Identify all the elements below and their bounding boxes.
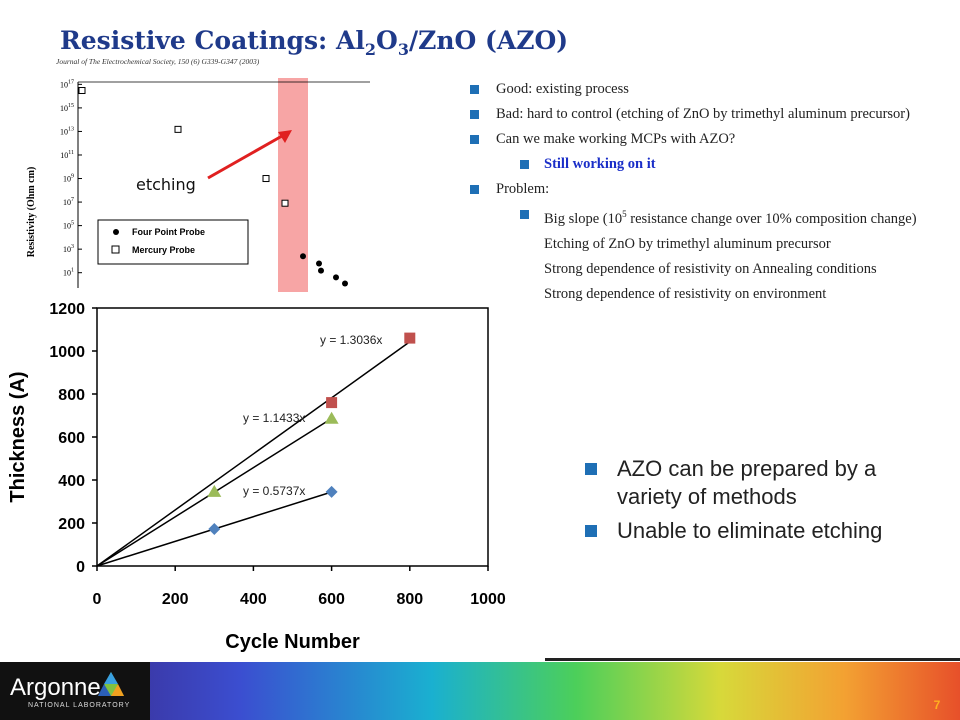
bullet-text: Big slope (105 resistance change over 10…	[544, 209, 917, 227]
resistivity-chart: Journal of The Electrochemical Society, …	[26, 57, 370, 292]
chart-legend: Four Point Probe Mercury Probe	[97, 219, 249, 265]
y-tick-label: 1015	[60, 103, 74, 113]
y-tick-label: 1011	[60, 150, 74, 160]
data-point-four-point	[342, 280, 348, 287]
x-tick-label: 0	[93, 591, 102, 608]
chart-header: Journal of The Electrochemical Society, …	[56, 57, 260, 66]
y-tick-label: 200	[58, 516, 85, 533]
bullet-item: Problem:	[470, 180, 940, 199]
bullet-item: Big slope (105 resistance change over 10…	[520, 205, 940, 229]
legend-label: Four Point Probe	[132, 227, 205, 237]
y-tick-label: 107	[63, 197, 74, 207]
bullet-square-icon	[585, 463, 597, 475]
legend-box	[97, 219, 249, 265]
legend-open-square-icon	[111, 245, 120, 254]
summary-bullets: AZO can be prepared by a variety of meth…	[585, 455, 915, 551]
x-tick-label: 200	[162, 591, 189, 608]
etching-arrow	[207, 134, 283, 180]
data-point-four-point	[300, 253, 306, 260]
legend-filled-circle-icon	[113, 229, 119, 235]
bullet-item: Bad: hard to control (etching of ZnO by …	[470, 105, 940, 124]
arrow-head-icon	[278, 130, 292, 143]
data-point-diamond	[208, 523, 221, 536]
bullet-text: Etching of ZnO by trimethyl aluminum pre…	[544, 235, 831, 252]
y-tick-label: 1200	[49, 301, 85, 318]
bullet-item: Can we make working MCPs with AZO?	[470, 130, 940, 149]
bullet-text: Strong dependence of resistivity on Anne…	[544, 260, 877, 277]
bullet-item: Strong dependence of resistivity on envi…	[520, 285, 940, 304]
fit-equation-label: y = 1.1433x	[243, 411, 305, 425]
etching-annotation: etching	[136, 175, 196, 194]
logo-text: Argonne	[10, 674, 101, 701]
divider-line	[545, 658, 960, 661]
bullet-item: Good: existing process	[470, 80, 940, 99]
bullet-text: Bad: hard to control (etching of ZnO by …	[496, 106, 910, 122]
y-tick-label: 1017	[60, 79, 74, 89]
y-tick-label: 600	[58, 430, 85, 447]
bullet-square-icon	[470, 135, 479, 144]
bullet-square-icon	[520, 160, 529, 169]
summary-bullet-item: Unable to eliminate etching	[585, 517, 915, 545]
y-tick-label: 1000	[49, 344, 85, 361]
bullet-list: Good: existing process Bad: hard to contr…	[470, 80, 940, 310]
data-point-square	[326, 397, 338, 409]
bullet-item: Etching of ZnO by trimethyl aluminum pre…	[520, 235, 940, 254]
data-point-mercury	[262, 175, 270, 183]
data-point-four-point	[318, 267, 324, 274]
bullet-square-icon	[470, 185, 479, 194]
logo-area: Argonne NATIONAL LABORATORY	[0, 662, 150, 720]
y-tick-label: 400	[58, 473, 85, 490]
data-point-four-point	[333, 274, 339, 281]
data-point-mercury	[78, 87, 86, 95]
data-point-triangle	[207, 484, 222, 497]
y-axis-label: Thickness (A)	[7, 371, 29, 502]
x-tick-label: 400	[240, 591, 267, 608]
footer-banner: Argonne NATIONAL LABORATORY 7	[0, 662, 960, 720]
thickness-chart: 0 200 400 600 800 1000 1200 0 200 400 600 800 1000 Cy…	[7, 301, 506, 653]
x-tick-label: 1000	[470, 591, 506, 608]
y-tick-label: 105	[63, 221, 74, 231]
x-tick-label: 800	[396, 591, 423, 608]
summary-bullet-text: Unable to eliminate etching	[617, 518, 883, 543]
data-point-mercury	[281, 199, 289, 207]
bullet-square-icon	[520, 210, 529, 219]
bullet-text: Good: existing process	[496, 81, 629, 97]
bullet-square-icon	[470, 85, 479, 94]
data-point-diamond	[325, 485, 338, 498]
argonne-logo-icon	[98, 672, 124, 696]
y-axis-label: Resistivity (Ohm cm)	[26, 167, 37, 258]
trendline	[96, 341, 411, 567]
data-point-mercury	[174, 125, 182, 133]
plot-area	[96, 307, 489, 567]
y-tick-label: 0	[76, 559, 85, 576]
bullet-text: Can we make working MCPs with AZO?	[496, 131, 736, 147]
bullet-text: Problem:	[496, 181, 550, 197]
legend-label: Mercury Probe	[132, 245, 195, 255]
x-tick-label: 600	[318, 591, 345, 608]
bullet-text: Strong dependence of resistivity on envi…	[544, 285, 827, 302]
data-point-triangle	[324, 411, 339, 424]
bullet-square-icon	[470, 110, 479, 119]
bullet-item: Strong dependence of resistivity on Anne…	[520, 260, 940, 279]
page-number: 7	[933, 698, 941, 712]
data-point-square	[404, 332, 416, 344]
bullet-item: Still working on it	[520, 155, 940, 174]
fit-equation-label: y = 1.3036x	[320, 333, 382, 347]
y-tick-label: 109	[63, 174, 74, 184]
summary-bullet-text: AZO can be prepared by a variety of meth…	[617, 456, 877, 509]
y-tick-label: 101	[63, 268, 74, 278]
bullet-text: Still working on it	[544, 156, 656, 172]
etching-band	[278, 78, 308, 292]
summary-bullet-item: AZO can be prepared by a variety of meth…	[585, 455, 915, 511]
x-axis-label: Cycle Number	[225, 631, 360, 653]
data-point-four-point	[316, 260, 322, 267]
slide-title: Resistive Coatings: Al2O3/ZnO (AZO)	[60, 26, 569, 59]
bullet-square-icon	[585, 525, 597, 537]
y-tick-label: 103	[63, 244, 74, 254]
fit-equation-label: y = 0.5737x	[243, 484, 305, 498]
y-tick-label: 800	[58, 387, 85, 404]
y-tick-label: 1013	[60, 126, 74, 136]
logo-subtitle: NATIONAL LABORATORY	[28, 702, 131, 709]
